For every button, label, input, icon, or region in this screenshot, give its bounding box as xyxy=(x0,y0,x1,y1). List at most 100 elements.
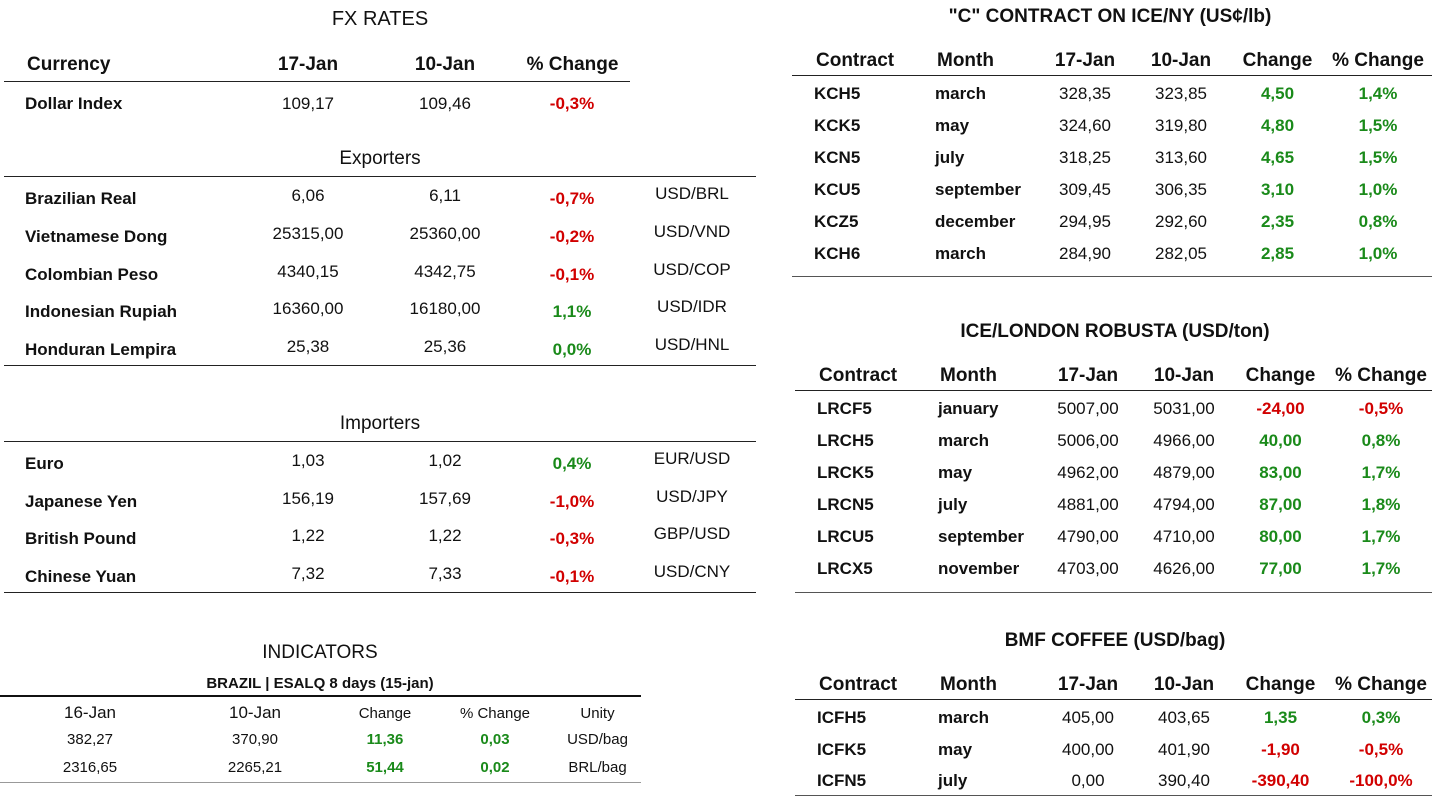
bmf-row-v1: 400,00 xyxy=(1062,739,1114,759)
kc-row-change: 2,35 xyxy=(1260,212,1295,231)
kc-row-month: december xyxy=(935,212,1016,231)
fx-header-pct: % Change xyxy=(526,54,619,75)
lrc-row-change: 77,00 xyxy=(1259,559,1302,578)
fx-row-pct: -0,7% xyxy=(549,189,595,208)
bmf-header-contract: Contract xyxy=(819,674,898,695)
bmf-header-rule xyxy=(795,699,1432,700)
indicators-row-change: 51,44 xyxy=(366,759,404,776)
indicators-title: INDICATORS xyxy=(262,642,378,663)
indicators-row-pct: 0,02 xyxy=(480,759,510,776)
lrc-row-month: may xyxy=(938,463,973,482)
kc-row-v2: 319,80 xyxy=(1155,116,1207,135)
lrc-row-change: -24,00 xyxy=(1256,399,1305,418)
bmf-row-change: -1,90 xyxy=(1261,739,1300,759)
lrc-header-date1: 17-Jan xyxy=(1057,365,1119,386)
fx-exporters-rule-top xyxy=(4,176,756,177)
indicators-row-unity: BRL/bag xyxy=(568,759,627,776)
fx-row-name: Honduran Lempira xyxy=(25,340,177,360)
lrc-row-contract: LRCX5 xyxy=(817,559,873,578)
kc-row-pct: 1,5% xyxy=(1358,148,1398,167)
lrc-row-v2: 4879,00 xyxy=(1153,463,1215,482)
lrc-row-month: july xyxy=(938,495,968,514)
lrc-row-change: 40,00 xyxy=(1259,431,1302,450)
kc-title: "C" CONTRACT ON ICE/NY (US¢/lb) xyxy=(948,6,1272,27)
fx-row-pair: GBP/USD xyxy=(653,524,731,544)
fx-row-pair: USD/CNY xyxy=(653,562,731,582)
bmf-row-contract: ICFN5 xyxy=(817,771,867,790)
indicators-row-change: 11,36 xyxy=(366,731,404,748)
indicators-row-v1: 382,27 xyxy=(67,731,113,748)
fx-row-v1: 25,38 xyxy=(286,337,330,357)
lrc-row-v1: 4881,00 xyxy=(1057,495,1119,514)
fx-row-pct: -0,1% xyxy=(549,567,595,587)
bmf-header-month: Month xyxy=(940,674,997,695)
bmf-row-pct: 0,3% xyxy=(1361,708,1401,727)
indicators-rule xyxy=(0,695,641,697)
fx-row-name: Indonesian Rupiah xyxy=(25,302,178,322)
lrc-row-pct: 1,7% xyxy=(1361,463,1401,482)
bmf-row-contract: ICFK5 xyxy=(817,739,867,759)
kc-row-contract: KCZ5 xyxy=(814,212,859,231)
lrc-row-pct: 1,7% xyxy=(1361,527,1401,546)
indicators-row-v2: 2265,21 xyxy=(227,759,283,776)
kc-row-v1: 309,45 xyxy=(1059,180,1111,199)
fx-row-name: Japanese Yen xyxy=(25,491,138,511)
lrc-row-change: 87,00 xyxy=(1259,495,1302,514)
kc-row-v1: 328,35 xyxy=(1059,84,1111,103)
bmf-row-v2: 401,90 xyxy=(1158,739,1210,759)
lrc-row-month: november xyxy=(938,559,1020,578)
lrc-row-change: 80,00 xyxy=(1259,527,1302,546)
kc-row-v2: 292,60 xyxy=(1155,212,1207,231)
fx-importers-rule-bottom xyxy=(4,592,756,593)
fx-row-pct: 1,1% xyxy=(552,302,592,322)
kc-row-v2: 282,05 xyxy=(1155,244,1207,263)
fx-importers-title: Importers xyxy=(339,413,421,434)
kc-header-date1: 17-Jan xyxy=(1054,50,1116,71)
lrc-header-change: Change xyxy=(1245,365,1316,386)
lrc-row-pct: 1,8% xyxy=(1361,495,1401,514)
kc-row-pct: 0,8% xyxy=(1358,212,1398,231)
lrc-row-v2: 4626,00 xyxy=(1153,559,1215,578)
indicators-header-date1: 16-Jan xyxy=(64,703,116,722)
bmf-row-v1: 0,00 xyxy=(1071,771,1105,790)
lrc-row-pct: 0,8% xyxy=(1361,431,1401,450)
indicators-row-pct: 0,03 xyxy=(480,731,510,748)
fx-row-name: British Pound xyxy=(25,529,137,549)
fx-row-name: Brazilian Real xyxy=(25,189,137,208)
fx-row-name: Euro xyxy=(25,454,64,473)
fx-row-name: Vietnamese Dong xyxy=(25,226,168,246)
fx-exporters-rule-bottom xyxy=(4,365,756,366)
fx-row-v1: 6,06 xyxy=(291,186,325,205)
fx-header-rule xyxy=(4,81,630,82)
lrc-row-pct: -0,5% xyxy=(1358,399,1404,418)
kc-row-change: 2,85 xyxy=(1260,244,1295,263)
indicators-subtitle: BRAZIL | ESALQ 8 days (15-jan) xyxy=(206,675,434,692)
fx-row-v2: 7,33 xyxy=(428,564,462,584)
kc-row-change: 4,65 xyxy=(1260,148,1295,167)
indicators-header-unity: Unity xyxy=(580,705,615,722)
lrc-row-v2: 4794,00 xyxy=(1153,495,1215,514)
bmf-row-month: july xyxy=(938,771,968,790)
lrc-row-pct: 1,7% xyxy=(1361,559,1401,578)
kc-row-change: 4,50 xyxy=(1260,84,1295,103)
fx-row-v2: 6,11 xyxy=(429,186,461,205)
kc-row-contract: KCU5 xyxy=(814,180,861,199)
bmf-row-contract: ICFH5 xyxy=(817,708,867,727)
fx-row-pct: -1,0% xyxy=(549,491,595,511)
lrc-row-v1: 4962,00 xyxy=(1057,463,1119,482)
fx-importers-rule-top xyxy=(4,441,756,442)
fx-row-v1: 4340,15 xyxy=(277,261,339,281)
kc-row-pct: 1,4% xyxy=(1358,84,1398,103)
lrc-header-pct: % Change xyxy=(1335,365,1427,386)
bmf-bottom-rule xyxy=(795,795,1432,796)
kc-row-contract: KCK5 xyxy=(814,116,861,135)
lrc-row-v1: 4790,00 xyxy=(1057,527,1119,546)
kc-row-v2: 323,85 xyxy=(1155,84,1207,103)
bmf-header-pct: % Change xyxy=(1335,674,1427,695)
fx-row-v2: 16180,00 xyxy=(409,299,481,319)
kc-row-month: march xyxy=(935,84,987,103)
fx-row-pair: EUR/USD xyxy=(653,449,731,468)
fx-row-v1: 1,22 xyxy=(291,526,325,546)
lrc-row-v2: 4966,00 xyxy=(1153,431,1215,450)
kc-header-month: Month xyxy=(937,50,994,71)
